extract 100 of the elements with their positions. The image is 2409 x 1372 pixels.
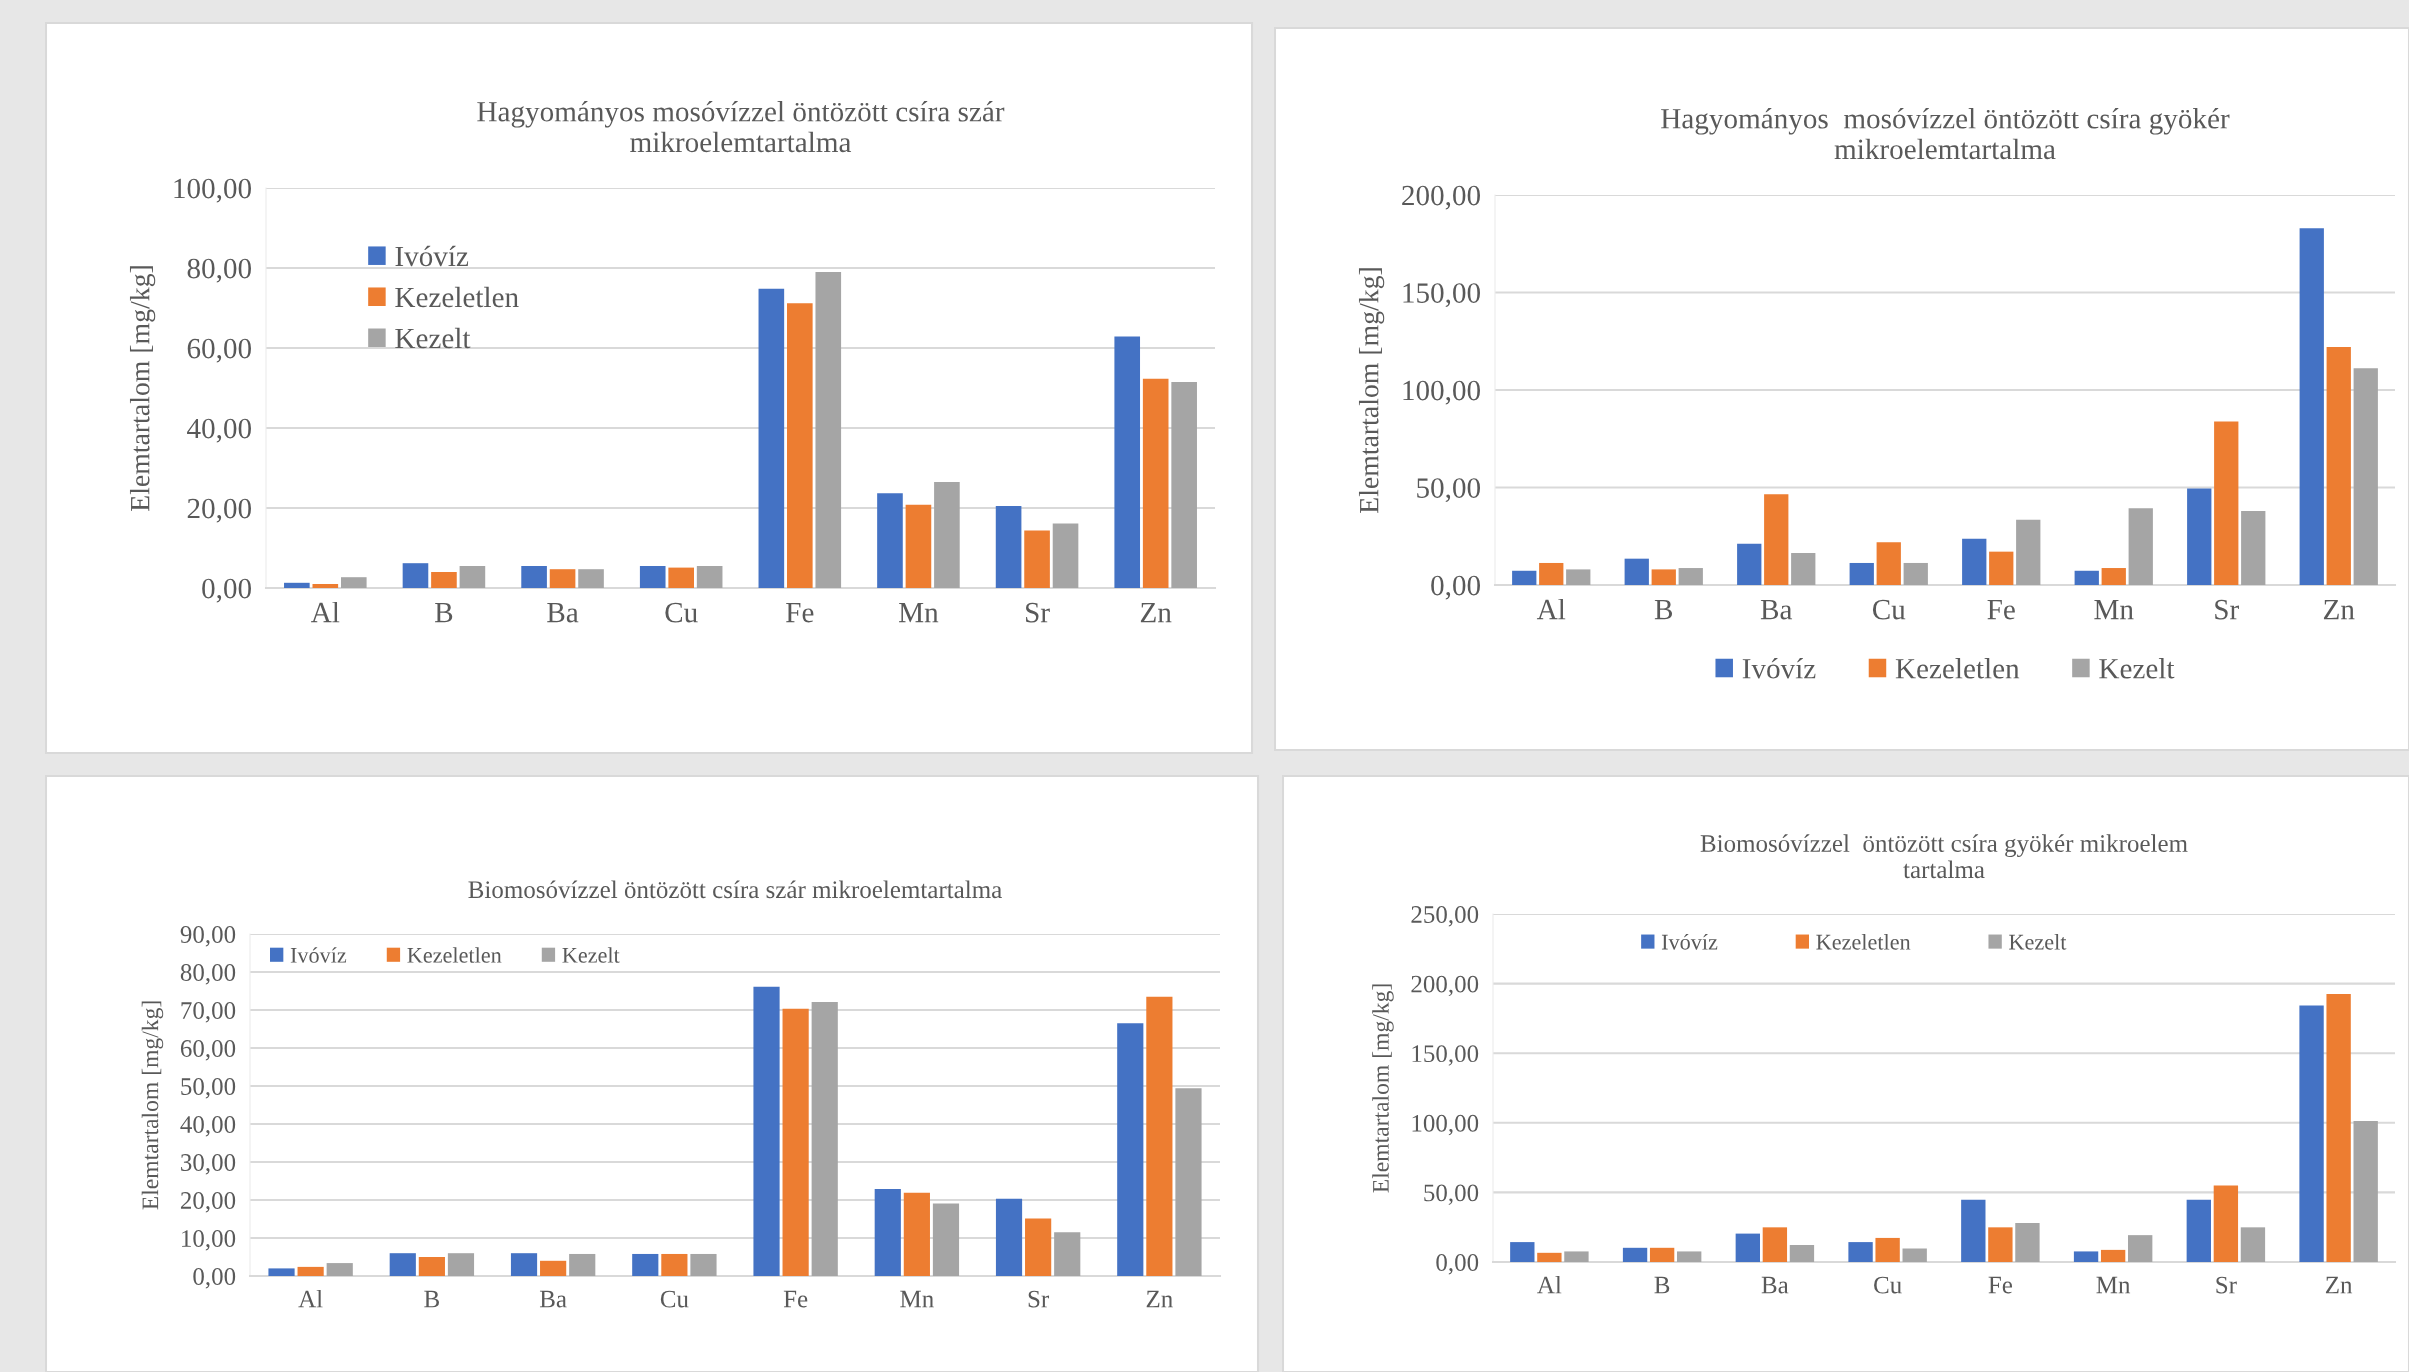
bar bbox=[668, 567, 694, 588]
bar bbox=[696, 566, 723, 588]
y-tick-label: 40,00 bbox=[187, 418, 251, 443]
x-tick-label: Sr bbox=[1028, 1290, 1050, 1308]
y-tick-label: 100,00 bbox=[1403, 380, 1480, 405]
bar bbox=[995, 506, 1022, 588]
bar bbox=[540, 1260, 567, 1276]
bar bbox=[1678, 568, 1703, 585]
bar bbox=[2326, 994, 2351, 1262]
y-tick-label: 250,00 bbox=[1411, 906, 1479, 927]
bar bbox=[1764, 494, 1789, 585]
bar bbox=[639, 566, 666, 588]
y-tick-label: 20,00 bbox=[187, 498, 251, 523]
y-axis-title: Elemtartalom [mg/kg] bbox=[129, 266, 156, 512]
legend-label: Ivóvíz bbox=[290, 947, 347, 963]
bar bbox=[510, 1253, 538, 1276]
bar bbox=[758, 288, 785, 588]
bar bbox=[753, 986, 780, 1276]
bar bbox=[297, 1266, 324, 1276]
legend-label: Ivóvíz bbox=[395, 245, 469, 267]
bar bbox=[2128, 1235, 2153, 1262]
bar bbox=[787, 303, 813, 588]
bar bbox=[1875, 1237, 1900, 1262]
bar bbox=[2353, 368, 2378, 585]
x-tick-label: Fe bbox=[783, 1290, 808, 1308]
bar bbox=[1539, 562, 1564, 585]
x-tick-label: B bbox=[435, 603, 453, 623]
bar bbox=[1052, 523, 1079, 588]
bar bbox=[389, 1253, 416, 1276]
bar bbox=[2214, 421, 2239, 585]
y-tick-label: 60,00 bbox=[187, 338, 251, 363]
y-tick-label: 200,00 bbox=[1402, 185, 1480, 210]
bar bbox=[431, 572, 457, 588]
bar bbox=[1054, 1232, 1081, 1276]
bar bbox=[1902, 1248, 1927, 1262]
chart-title: Biomosóvízzel öntözött csíra gyökér mikroelem tartalma bbox=[1700, 834, 2188, 879]
bar bbox=[2101, 568, 2126, 585]
bar bbox=[340, 577, 367, 588]
x-tick-label: Ba bbox=[1761, 1276, 1789, 1294]
y-axis-title: Elemtartalom [mg/kg] bbox=[1372, 984, 1394, 1193]
bar bbox=[1537, 1252, 1562, 1262]
x-tick-label: Cu bbox=[1872, 599, 1906, 620]
x-tick-label: Mn bbox=[900, 1290, 934, 1308]
bar bbox=[1762, 1227, 1788, 1262]
legend-label: Kezeletlen bbox=[1895, 658, 2020, 679]
y-tick-label: 0,00 bbox=[1431, 575, 1480, 600]
legend-label: Kezelt bbox=[2009, 934, 2067, 950]
y-tick-label: 50,00 bbox=[1424, 1184, 1479, 1205]
bar bbox=[578, 569, 604, 588]
x-tick-label: Al bbox=[1537, 1275, 1562, 1294]
x-tick-label: B bbox=[424, 1290, 439, 1308]
x-tick-label: Sr bbox=[2215, 599, 2239, 620]
bar bbox=[1961, 1199, 1986, 1262]
bar bbox=[1171, 382, 1197, 588]
x-tick-label: Zn bbox=[1140, 603, 1172, 623]
bar bbox=[1024, 530, 1050, 588]
bar bbox=[1677, 1251, 1702, 1262]
x-tick-label: Sr bbox=[1026, 602, 1050, 623]
bar bbox=[690, 1253, 717, 1276]
bar bbox=[2213, 1185, 2239, 1262]
bar bbox=[402, 563, 429, 588]
x-tick-label: Al bbox=[311, 601, 340, 623]
bar bbox=[905, 504, 932, 588]
bar bbox=[521, 566, 547, 588]
bar bbox=[569, 1253, 596, 1276]
x-tick-label: Cu bbox=[660, 1290, 689, 1308]
bar bbox=[268, 1268, 295, 1276]
bar bbox=[1848, 1242, 1873, 1262]
chart-title: Hagyományos mosóvízzel öntözött csíra gyökér mikroelemtartalma bbox=[1661, 108, 2230, 160]
bar bbox=[1989, 551, 2014, 585]
bar bbox=[2353, 1120, 2378, 1262]
bar bbox=[1962, 538, 1987, 585]
bar bbox=[632, 1253, 659, 1276]
x-tick-label: Fe bbox=[1987, 600, 2015, 620]
y-tick-label: 50,00 bbox=[181, 1078, 236, 1099]
bar bbox=[1903, 562, 1928, 585]
x-tick-label: Zn bbox=[2323, 600, 2355, 620]
legend-label: Kezeletlen bbox=[1816, 934, 1911, 950]
bar bbox=[326, 1263, 353, 1276]
x-tick-label: Al bbox=[1536, 598, 1566, 620]
x-tick-label: B bbox=[1654, 600, 1673, 620]
y-tick-label: 80,00 bbox=[187, 258, 251, 283]
x-tick-label: Cu bbox=[1874, 1276, 1902, 1294]
y-tick-label: 0,00 bbox=[1436, 1254, 1479, 1275]
bar bbox=[1025, 1218, 1052, 1276]
legend-label: Kezelt bbox=[395, 327, 471, 349]
bar bbox=[1510, 1242, 1535, 1262]
x-tick-label: B bbox=[1654, 1276, 1670, 1294]
bar bbox=[782, 1008, 809, 1276]
bar bbox=[1791, 553, 1816, 585]
y-tick-label: 50,00 bbox=[1417, 478, 1480, 503]
bar bbox=[1566, 569, 1591, 585]
bar bbox=[2186, 1199, 2211, 1262]
x-tick-label: Cu bbox=[665, 602, 698, 623]
bar bbox=[2073, 1251, 2099, 1262]
legend-label: Ivóvíz bbox=[1661, 933, 1718, 950]
y-tick-label: 90,00 bbox=[180, 926, 236, 947]
bar bbox=[2074, 570, 2099, 585]
bar bbox=[1649, 1247, 1675, 1262]
bar bbox=[1876, 542, 1901, 585]
